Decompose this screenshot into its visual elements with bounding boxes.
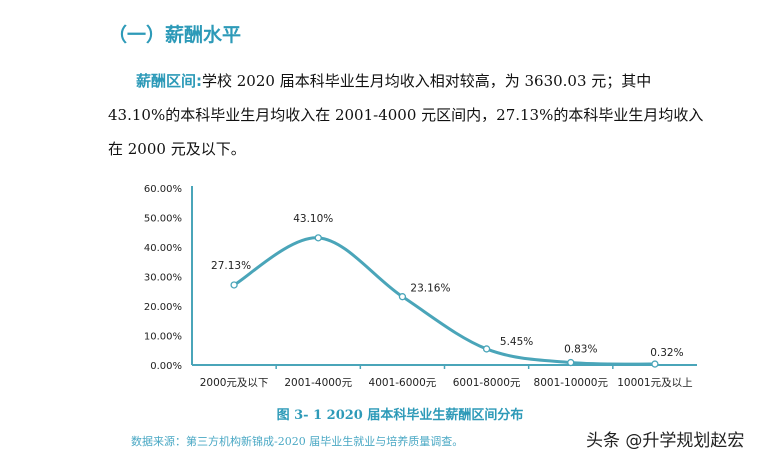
data-point <box>567 358 575 367</box>
y-tick-label: 60.00% <box>144 184 182 195</box>
y-tick-label: 10.00% <box>144 332 182 343</box>
y-tick-label: 30.00% <box>144 273 182 284</box>
data-point <box>482 345 491 353</box>
data-label: 5.45% <box>500 336 533 348</box>
x-tick-label: 6001-8000元 <box>453 377 521 389</box>
data-point <box>398 293 407 301</box>
data-label: 43.10% <box>293 213 333 225</box>
x-tick-label: 8001-10000元 <box>534 377 609 389</box>
data-point <box>651 360 659 368</box>
y-tick-label: 50.00% <box>144 214 182 225</box>
salary-paragraph: 薪酬区间:学校 2020 届本科毕业生月均收入相对较高，为 3630.03 元；… <box>108 64 708 166</box>
paragraph-lead: 薪酬区间: <box>136 72 202 90</box>
data-label: 27.13% <box>211 260 251 272</box>
data-label: 23.16% <box>410 283 450 295</box>
data-point <box>314 234 322 242</box>
y-tick-label: 0.00% <box>150 361 182 372</box>
x-tick-label: 10001元及以上 <box>617 377 692 389</box>
x-tick-label: 2000元及以下 <box>200 377 269 389</box>
x-tick-label: 2001-4000元 <box>284 377 352 389</box>
data-label: 0.32% <box>650 347 683 359</box>
y-tick-label: 20.00% <box>144 302 182 313</box>
data-source: 数据来源：第三方机构新锦成-2020 届毕业生就业与培养质量调查。 <box>131 435 464 448</box>
watermark: 头条 @升学规划赵宏 <box>586 431 745 451</box>
chart-caption: 图 3- 1 2020 届本科毕业生薪酬区间分布 <box>276 408 524 423</box>
section-title: （一）薪酬水平 <box>108 24 242 46</box>
paragraph-text: 学校 2020 届本科毕业生月均收入相对较高，为 3630.03 元；其中 43… <box>108 72 704 158</box>
salary-distribution-chart: 0.00% 10.00% 20.00% 30.00% 40.00% 50.00% 60.00… <box>144 184 697 389</box>
data-point <box>230 281 238 289</box>
y-tick-label: 40.00% <box>144 243 182 254</box>
x-tick-label: 4001-6000元 <box>369 377 437 389</box>
data-label: 0.83% <box>564 344 597 356</box>
series-line <box>233 236 655 366</box>
